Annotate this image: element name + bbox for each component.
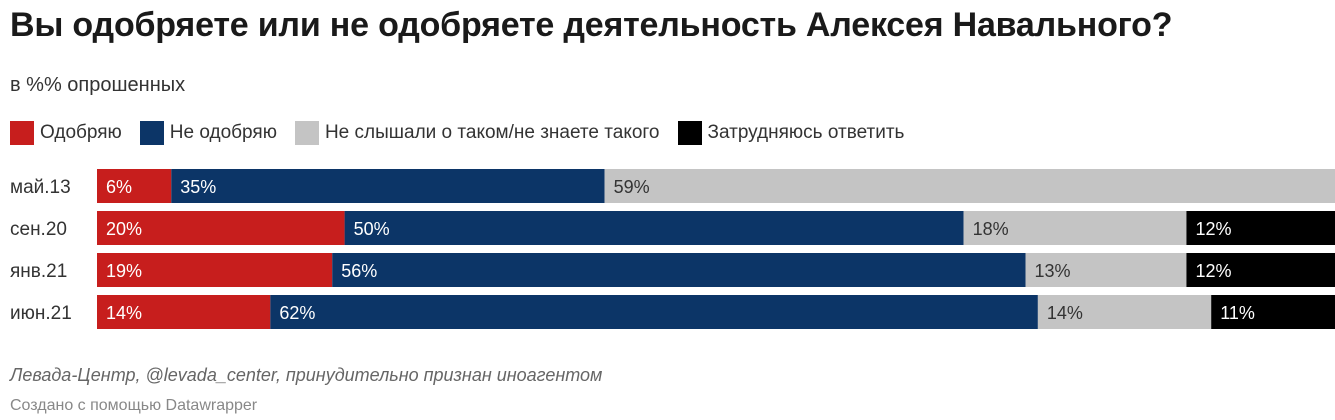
legend-label-approve: Одобряю [40,122,122,143]
source-note: Левада-Центр, @levada_center, принудител… [10,365,603,385]
data-label-2-3: 14% [1047,303,1083,323]
bar-segment-1-3 [270,295,1038,329]
data-label-1-3: 62% [279,303,315,323]
legend-item-not-heard: Не слышали о таком/не знаете такого [294,121,660,145]
data-label-1-1: 50% [354,219,390,239]
bar-segment-2-2 [1025,253,1187,287]
data-label-0-2: 19% [106,261,142,281]
legend-item-disapprove: Не одобряю [139,121,277,145]
bar-segment-1-0 [171,169,605,203]
legend-swatch-approve [10,121,34,145]
bar-segment-2-3 [1037,295,1212,329]
bar-segment-2-0 [604,169,1335,203]
bar-segment-1-2 [332,253,1026,287]
legend-swatch-undecided [677,121,702,145]
bar-segment-3-2 [1186,253,1335,287]
data-label-2-0: 59% [614,177,650,197]
legend-item-approve: Одобряю [10,121,122,145]
bar-segment-0-2 [97,253,333,287]
data-label-0-1: 20% [106,219,142,239]
chart-subtitle: в %% опрошенных [10,74,186,96]
bar-segment-3-3 [1211,295,1335,329]
legend-swatch-disapprove [139,121,164,145]
data-label-3-3: 11% [1220,303,1255,323]
data-label-0-0: 6% [106,177,132,197]
bar-segment-2-1 [963,211,1187,245]
stacked-bar-chart: май.13 6% 35% 59% сен.20 20% 50% 18% 12% янв.21 19… [10,169,1335,329]
data-label-2-2: 13% [1035,261,1071,281]
data-label-3-2: 12% [1195,261,1231,281]
data-label-1-0: 35% [180,177,216,197]
bar-segment-0-0 [97,169,172,203]
category-label: янв.21 [10,261,67,282]
legend-label-disapprove: Не одобряю [169,122,277,143]
legend-label-not-heard: Не слышали о таком/не знаете такого [324,122,660,143]
bar-segment-3-1 [1186,211,1335,245]
data-label-3-1: 12% [1195,219,1231,239]
bar-segment-0-1 [97,211,345,245]
legend-swatch-not-heard [294,121,319,145]
data-label-1-2: 56% [341,261,377,281]
legend-label-undecided: Затрудняюсь ответить [707,122,905,143]
legend-item-undecided: Затрудняюсь ответить [677,121,905,145]
bar-segment-0-3 [97,295,271,329]
category-label: июн.21 [10,303,72,324]
data-label-0-3: 14% [106,303,142,323]
category-label: май.13 [10,177,71,198]
category-label: сен.20 [10,219,67,240]
chart-title: Вы одобряете или не одобряете деятельнос… [10,6,1173,44]
bar-segment-1-1 [344,211,964,245]
legend: Одобряю Не одобряю Не слышали о таком/не… [10,121,922,145]
credit-note: Создано с помощью Datawrapper [10,397,258,414]
data-label-2-1: 18% [973,219,1009,239]
